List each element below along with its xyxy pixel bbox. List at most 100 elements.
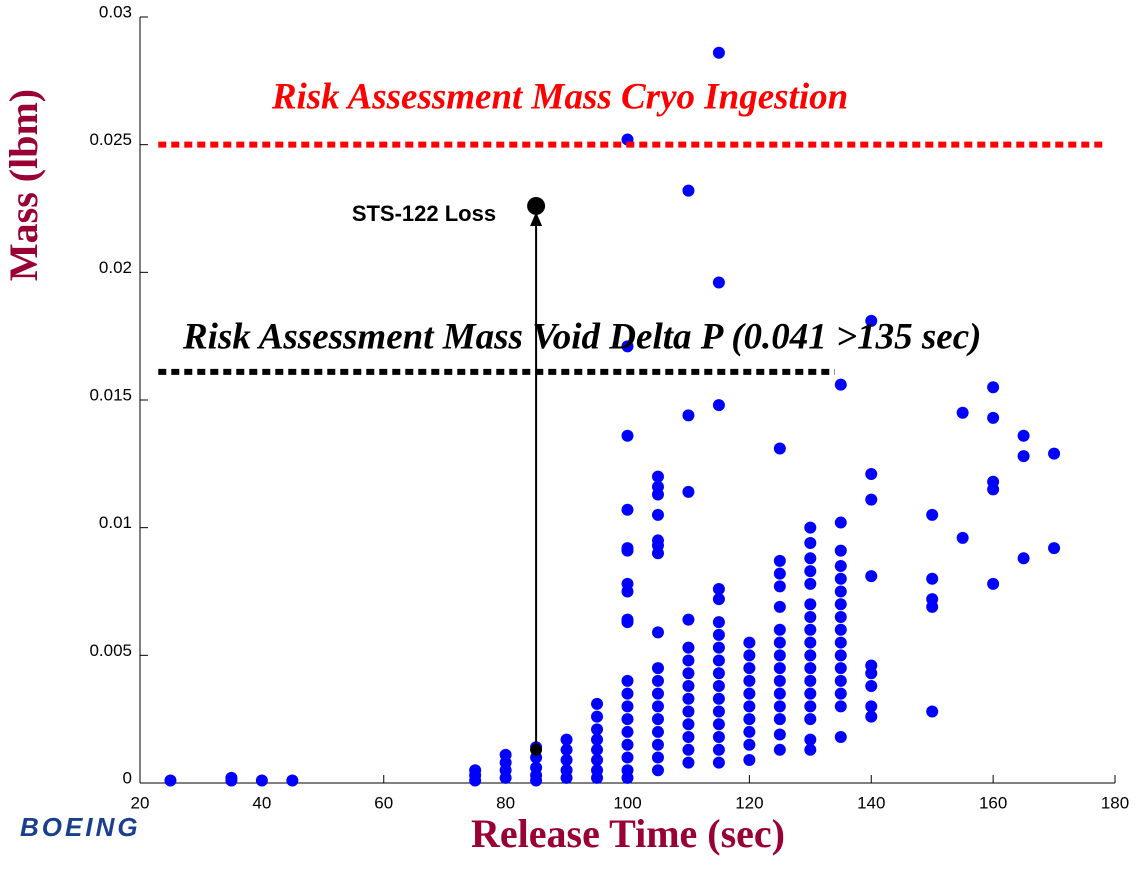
point	[743, 662, 756, 675]
y-tick-label: 0.005	[89, 641, 132, 660]
point	[530, 774, 543, 787]
point	[773, 636, 786, 649]
point	[712, 743, 725, 756]
point	[682, 756, 695, 769]
point	[712, 692, 725, 705]
point	[560, 754, 573, 767]
point	[1017, 450, 1030, 463]
point	[987, 411, 1000, 424]
point	[651, 713, 664, 726]
point	[591, 743, 604, 756]
point	[651, 547, 664, 560]
point	[591, 710, 604, 723]
point	[651, 662, 664, 675]
point	[621, 725, 634, 738]
point	[651, 751, 664, 764]
point	[743, 687, 756, 700]
point	[804, 611, 817, 624]
point	[834, 700, 847, 713]
reference-label: Risk Assessment Mass Void Delta P (0.041…	[182, 316, 981, 357]
point	[621, 738, 634, 751]
point	[743, 713, 756, 726]
point	[469, 774, 482, 787]
point	[834, 623, 847, 636]
point	[712, 276, 725, 289]
x-tick-label: 80	[496, 793, 515, 812]
point	[286, 774, 299, 787]
point	[712, 593, 725, 606]
point	[773, 600, 786, 613]
point	[712, 731, 725, 744]
point	[651, 470, 664, 483]
logo: BOEING	[20, 812, 141, 842]
point	[651, 687, 664, 700]
point	[743, 649, 756, 662]
point	[591, 754, 604, 767]
point	[682, 641, 695, 654]
point	[804, 649, 817, 662]
point	[621, 340, 634, 353]
point	[682, 679, 695, 692]
reference-label: Risk Assessment Mass Cryo Ingestion	[271, 76, 848, 117]
point	[621, 616, 634, 629]
point	[865, 468, 878, 481]
point	[804, 536, 817, 549]
point	[804, 700, 817, 713]
y-tick-label: 0.015	[89, 385, 132, 404]
point	[834, 662, 847, 675]
point	[621, 585, 634, 598]
point	[865, 700, 878, 713]
point	[773, 728, 786, 741]
point	[865, 679, 878, 692]
point	[804, 662, 817, 675]
point	[804, 598, 817, 611]
point	[591, 697, 604, 710]
point	[773, 700, 786, 713]
point	[834, 516, 847, 529]
point	[621, 713, 634, 726]
point	[712, 628, 725, 641]
point	[834, 611, 847, 624]
point	[804, 565, 817, 578]
point	[621, 771, 634, 784]
point	[712, 667, 725, 680]
point	[834, 687, 847, 700]
point	[773, 687, 786, 700]
point	[773, 649, 786, 662]
annotation-point	[527, 196, 546, 215]
point	[865, 314, 878, 327]
point	[682, 613, 695, 626]
point	[743, 674, 756, 687]
point	[712, 582, 725, 595]
y-tick-label: 0.01	[99, 513, 132, 532]
point	[987, 577, 1000, 590]
point	[712, 46, 725, 59]
point	[834, 572, 847, 585]
point	[865, 710, 878, 723]
point	[591, 771, 604, 784]
point	[1017, 552, 1030, 565]
point	[682, 667, 695, 680]
point	[773, 580, 786, 593]
point	[773, 623, 786, 636]
x-tick-label: 100	[613, 793, 641, 812]
point	[621, 429, 634, 442]
point	[834, 598, 847, 611]
point	[621, 674, 634, 687]
point	[1048, 542, 1061, 555]
point	[804, 623, 817, 636]
point	[773, 662, 786, 675]
point	[621, 687, 634, 700]
point	[926, 572, 939, 585]
point	[712, 616, 725, 629]
point	[773, 713, 786, 726]
point	[651, 738, 664, 751]
point	[621, 503, 634, 516]
point	[804, 577, 817, 590]
point	[804, 743, 817, 756]
point	[651, 700, 664, 713]
point	[682, 718, 695, 731]
point	[865, 493, 878, 506]
point	[743, 725, 756, 738]
x-tick-label: 140	[857, 793, 885, 812]
